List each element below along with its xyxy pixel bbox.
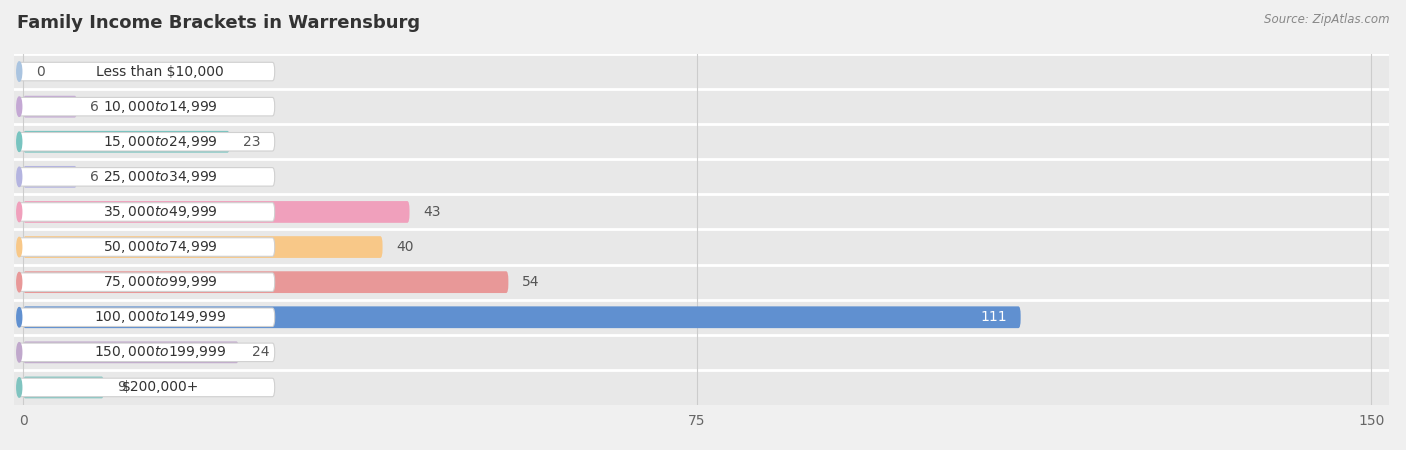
Text: 54: 54: [522, 275, 540, 289]
Bar: [14, 124, 1389, 159]
Text: 40: 40: [396, 240, 413, 254]
Text: 24: 24: [252, 345, 270, 360]
Text: 0: 0: [37, 64, 45, 79]
Circle shape: [17, 132, 21, 152]
FancyBboxPatch shape: [18, 273, 274, 292]
FancyBboxPatch shape: [22, 201, 409, 223]
FancyBboxPatch shape: [18, 378, 274, 397]
Circle shape: [17, 97, 21, 117]
Text: $35,000 to $49,999: $35,000 to $49,999: [103, 204, 218, 220]
Bar: [14, 265, 1389, 300]
FancyBboxPatch shape: [22, 342, 239, 363]
FancyBboxPatch shape: [22, 236, 382, 258]
Bar: [14, 159, 1389, 194]
FancyBboxPatch shape: [22, 96, 77, 117]
Bar: [14, 194, 1389, 230]
Circle shape: [17, 272, 21, 292]
FancyBboxPatch shape: [18, 308, 274, 327]
Text: Source: ZipAtlas.com: Source: ZipAtlas.com: [1264, 14, 1389, 27]
FancyBboxPatch shape: [22, 306, 1021, 328]
Text: $15,000 to $24,999: $15,000 to $24,999: [103, 134, 218, 150]
Text: 6: 6: [90, 170, 100, 184]
FancyBboxPatch shape: [22, 377, 104, 398]
Bar: [14, 54, 1389, 89]
Circle shape: [17, 62, 21, 81]
Text: Family Income Brackets in Warrensburg: Family Income Brackets in Warrensburg: [17, 14, 420, 32]
Circle shape: [17, 378, 21, 397]
FancyBboxPatch shape: [18, 343, 274, 362]
Text: $150,000 to $199,999: $150,000 to $199,999: [94, 344, 226, 360]
Circle shape: [17, 202, 21, 222]
Text: 23: 23: [243, 135, 260, 149]
Bar: [14, 300, 1389, 335]
Bar: [14, 370, 1389, 405]
FancyBboxPatch shape: [18, 167, 274, 186]
Text: 43: 43: [423, 205, 440, 219]
FancyBboxPatch shape: [22, 131, 229, 153]
Text: $10,000 to $14,999: $10,000 to $14,999: [103, 99, 218, 115]
FancyBboxPatch shape: [18, 62, 274, 81]
Text: 111: 111: [980, 310, 1007, 324]
Bar: [14, 335, 1389, 370]
Circle shape: [17, 237, 21, 257]
Circle shape: [17, 167, 21, 187]
Text: 6: 6: [90, 99, 100, 114]
Text: $50,000 to $74,999: $50,000 to $74,999: [103, 239, 218, 255]
Text: $25,000 to $34,999: $25,000 to $34,999: [103, 169, 218, 185]
Text: Less than $10,000: Less than $10,000: [96, 64, 224, 79]
Bar: [14, 230, 1389, 265]
Text: $75,000 to $99,999: $75,000 to $99,999: [103, 274, 218, 290]
Text: $200,000+: $200,000+: [121, 380, 198, 395]
FancyBboxPatch shape: [18, 132, 274, 151]
Text: $100,000 to $149,999: $100,000 to $149,999: [94, 309, 226, 325]
Circle shape: [17, 307, 21, 327]
FancyBboxPatch shape: [18, 202, 274, 221]
FancyBboxPatch shape: [22, 166, 77, 188]
Bar: [14, 89, 1389, 124]
Circle shape: [17, 342, 21, 362]
FancyBboxPatch shape: [18, 97, 274, 116]
FancyBboxPatch shape: [22, 271, 509, 293]
FancyBboxPatch shape: [18, 238, 274, 256]
Text: 9: 9: [118, 380, 127, 395]
